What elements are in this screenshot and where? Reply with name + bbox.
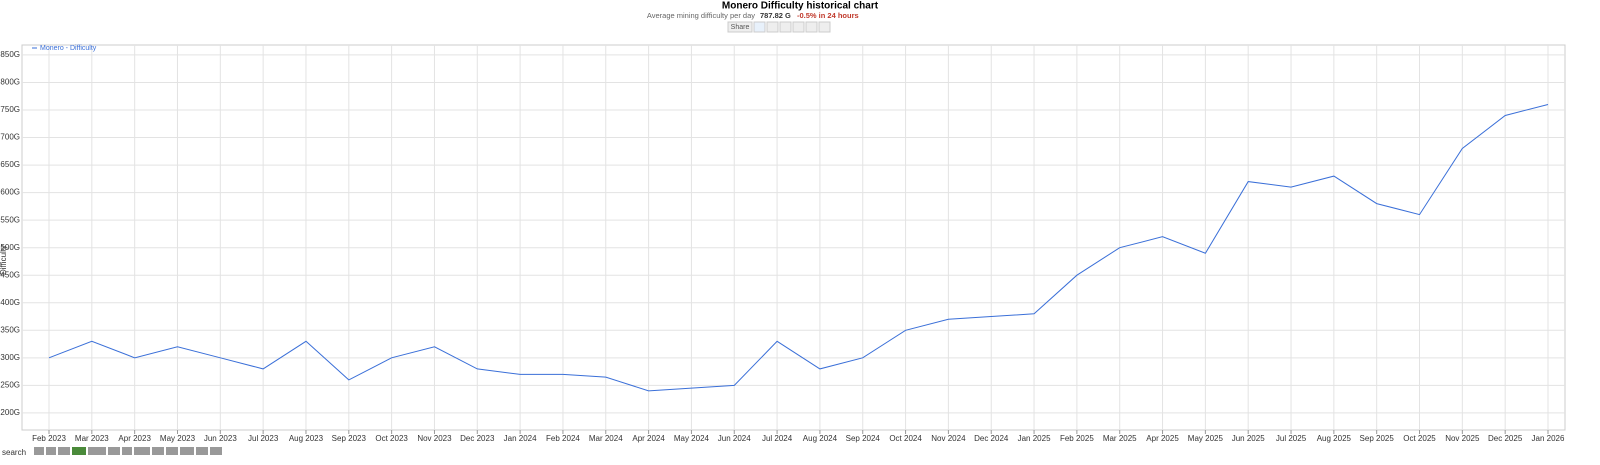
share-icon[interactable] <box>792 21 805 33</box>
toolbar-button[interactable] <box>134 447 150 455</box>
toolbar-button[interactable] <box>210 447 222 455</box>
y-tick-label: 400G <box>0 298 20 307</box>
x-tick-label: May 2025 <box>1188 434 1224 443</box>
share-icon[interactable] <box>753 21 766 33</box>
x-tick-label: Aug 2025 <box>1317 434 1352 443</box>
x-tick-label: Nov 2024 <box>931 434 966 443</box>
toolbar-button[interactable] <box>108 447 120 455</box>
y-tick-label: 750G <box>0 105 20 114</box>
x-tick-label: Sep 2023 <box>332 434 367 443</box>
x-tick-label: Jul 2025 <box>1276 434 1307 443</box>
x-tick-label: Oct 2025 <box>1403 434 1436 443</box>
y-tick-label: 850G <box>0 50 20 59</box>
share-icon[interactable] <box>805 21 818 33</box>
current-value: 787.82 G <box>760 11 791 20</box>
x-tick-label: Jun 2023 <box>204 434 237 443</box>
x-tick-label: Sep 2025 <box>1360 434 1395 443</box>
x-tick-label: Aug 2023 <box>289 434 324 443</box>
x-tick-label: Jan 2026 <box>1532 434 1565 443</box>
x-tick-label: Apr 2023 <box>118 434 151 443</box>
x-tick-label: May 2024 <box>674 434 710 443</box>
toolbar-button[interactable] <box>58 447 70 455</box>
x-tick-label: Mar 2024 <box>589 434 623 443</box>
toolbar-button[interactable] <box>122 447 132 455</box>
x-tick-label: Oct 2023 <box>375 434 408 443</box>
y-tick-label: 650G <box>0 160 20 169</box>
x-tick-label: Feb 2023 <box>32 434 66 443</box>
y-tick-label: 300G <box>0 353 20 362</box>
y-tick-label: 200G <box>0 408 20 417</box>
legend-label: Monero - Difficulty <box>40 45 97 52</box>
x-tick-label: Jan 2024 <box>504 434 537 443</box>
chart-title: Monero Difficulty historical chart <box>722 1 879 12</box>
share-icon[interactable] <box>818 21 831 33</box>
x-tick-label: Nov 2023 <box>417 434 452 443</box>
line <box>48 104 1549 392</box>
plot-area <box>21 44 1566 431</box>
change: -0.5% in 24 hours <box>797 11 859 20</box>
toolbar-button[interactable] <box>166 447 178 455</box>
x-tick-label: Apr 2024 <box>632 434 665 443</box>
share-label: Share <box>731 24 750 31</box>
y-tick-label: 700G <box>0 133 20 142</box>
x-tick-label: Dec 2023 <box>460 434 495 443</box>
x-tick-label: Apr 2025 <box>1146 434 1179 443</box>
y-tick-label: 550G <box>0 215 20 224</box>
y-tick-label: 250G <box>0 380 20 389</box>
x-tick-label: May 2023 <box>160 434 196 443</box>
toolbar-button[interactable] <box>46 447 56 455</box>
x-tick-label: Nov 2025 <box>1445 434 1480 443</box>
toolbar <box>34 447 222 455</box>
x-tick-label: Aug 2024 <box>803 434 838 443</box>
y-tick-label: 350G <box>0 325 20 334</box>
toolbar-button[interactable] <box>72 447 86 455</box>
share-icon[interactable] <box>779 21 792 33</box>
toolbar-button[interactable] <box>152 447 164 455</box>
x-tick-label: Jul 2023 <box>248 434 279 443</box>
toolbar-button[interactable] <box>196 447 208 455</box>
toolbar-button[interactable] <box>34 447 44 455</box>
y-tick-label: 800G <box>0 78 20 87</box>
y-tick-label: 500G <box>0 243 20 252</box>
x-tick-label: Dec 2025 <box>1488 434 1523 443</box>
x-tick-label: Jul 2024 <box>762 434 793 443</box>
x-tick-label: Jun 2025 <box>1232 434 1265 443</box>
x-tick-label: Feb 2025 <box>1060 434 1094 443</box>
search-label: search <box>2 448 26 457</box>
toolbar-button[interactable] <box>180 447 194 455</box>
share-icons <box>753 21 831 33</box>
x-tick-label: Feb 2024 <box>546 434 580 443</box>
toolbar-button[interactable] <box>88 447 106 455</box>
x-tick-label: Dec 2024 <box>974 434 1009 443</box>
x-tick-label: Jan 2025 <box>1018 434 1051 443</box>
chart-subtitle: Average mining difficulty per day <box>647 11 755 20</box>
y-tick-label: 450G <box>0 270 20 279</box>
x-tick-label: Jun 2024 <box>718 434 751 443</box>
x-tick-label: Mar 2025 <box>1103 434 1137 443</box>
x-tick-label: Mar 2023 <box>75 434 109 443</box>
y-axis-label: Difficulty <box>0 245 8 275</box>
x-tick-label: Oct 2024 <box>889 434 922 443</box>
x-tick-label: Sep 2024 <box>846 434 881 443</box>
share-button[interactable] <box>727 21 753 33</box>
y-tick-label: 600G <box>0 188 20 197</box>
share-icon[interactable] <box>766 21 779 33</box>
